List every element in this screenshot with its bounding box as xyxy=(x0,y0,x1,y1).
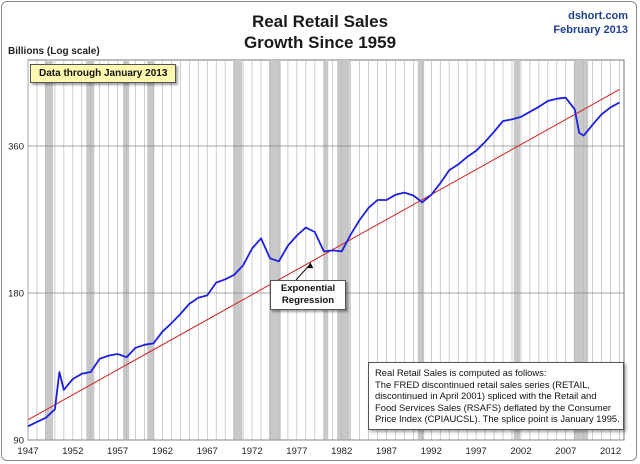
note-line: Price Index (CPIAUCSL). The splice point… xyxy=(375,413,620,425)
recession-band xyxy=(147,60,155,440)
x-tick-label: 1982 xyxy=(331,446,352,457)
note-line: discontinued in April 2001) spliced with… xyxy=(375,390,597,402)
recession-band xyxy=(233,60,243,440)
x-tick-label: 1952 xyxy=(62,446,83,457)
y-tick-label: 180 xyxy=(8,288,24,299)
regression-arrow xyxy=(295,263,311,281)
regression-arrowhead xyxy=(307,262,314,269)
x-tick-label: 1962 xyxy=(152,446,173,457)
recession-band xyxy=(573,60,589,440)
source-date: February 2013 xyxy=(553,24,628,36)
recession-band xyxy=(323,60,329,440)
note-line: Food Services Sales (RSAFS) deflated by … xyxy=(375,401,612,413)
x-tick-label: 2012 xyxy=(600,446,621,457)
source-label: dshort.com xyxy=(568,10,628,22)
regression-label-box: Exponential Regression xyxy=(270,280,346,310)
y-tick-label: 360 xyxy=(8,141,24,152)
recession-band xyxy=(513,60,521,440)
x-tick-label: 1977 xyxy=(286,446,307,457)
note-line: The FRED discontinued retail sales serie… xyxy=(375,378,591,390)
x-tick-label: 2007 xyxy=(555,446,576,457)
chart-title-line1: Real Retail Sales xyxy=(251,12,389,31)
data-through-label: Data through January 2013 xyxy=(30,64,177,83)
recession-band xyxy=(337,60,350,440)
x-tick-label: 1992 xyxy=(421,446,442,457)
recession-band xyxy=(45,60,54,440)
regression-label-line2: Regression xyxy=(281,295,335,306)
retail-sales-line xyxy=(27,96,620,428)
chart-title-line2: Growth Since 1959 xyxy=(243,33,397,52)
recession-band xyxy=(417,60,425,440)
recession-band xyxy=(269,60,281,440)
x-tick-label: 1957 xyxy=(107,446,128,457)
x-tick-label: 1947 xyxy=(17,446,38,457)
recession-band xyxy=(86,60,95,440)
x-tick-label: 1997 xyxy=(466,446,487,457)
regression-label-line1: Exponential xyxy=(280,283,336,294)
x-tick-label: 1972 xyxy=(241,446,262,457)
x-tick-label: 1967 xyxy=(197,446,218,457)
note-line: Real Retail Sales is computed as follows… xyxy=(375,367,547,378)
recession-band xyxy=(123,60,130,440)
methodology-note: Real Retail Sales is computed as follows… xyxy=(368,362,624,430)
regression-line xyxy=(27,89,620,421)
y-axis-label: Billions (Log scale) xyxy=(8,46,100,57)
y-tick-label: 90 xyxy=(13,436,24,447)
x-tick-label: 2002 xyxy=(510,446,531,457)
x-tick-label: 1987 xyxy=(376,446,397,457)
